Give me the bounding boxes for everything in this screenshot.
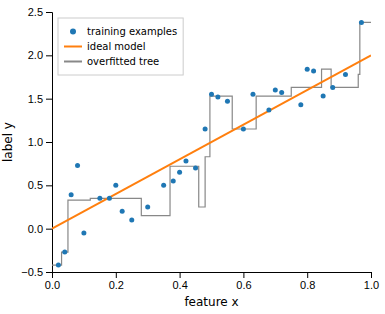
tick-mark — [243, 272, 244, 278]
point — [209, 92, 214, 97]
point — [129, 218, 134, 223]
point — [161, 183, 166, 188]
legend-item: overfitted tree — [64, 56, 159, 67]
tick-mark — [46, 185, 52, 186]
tick-mark — [46, 142, 52, 143]
point — [321, 94, 326, 99]
plot: 0.00.20.40.60.81.0−0.50.00.51.01.52.02.5… — [1, 6, 379, 309]
tick-mark — [46, 12, 52, 13]
tick-mark — [46, 272, 52, 273]
tick: 2.5 — [28, 6, 52, 18]
point — [81, 231, 86, 236]
point — [145, 205, 150, 210]
tick-label: −0.5 — [21, 266, 43, 278]
tick: 1.0 — [364, 272, 379, 291]
tick: 1.5 — [28, 93, 52, 105]
point — [62, 250, 67, 255]
x-axis: 0.0 0.2 0.4 0.6 0.8 1.0 — [45, 272, 379, 291]
y-axis: −0.5 0.0 0.5 1.0 1.5 2.0 2.5 — [21, 6, 52, 278]
tick-label: 0.0 — [28, 223, 43, 235]
x-axis-line — [53, 273, 372, 279]
point — [279, 90, 284, 95]
point — [298, 102, 303, 107]
tick-mark — [307, 272, 308, 278]
y-axis-title: label y — [1, 122, 15, 162]
point — [177, 170, 182, 175]
tick: 1.0 — [28, 136, 52, 148]
tick-label: 0.4 — [172, 279, 187, 291]
point — [193, 166, 198, 171]
legend-label: overfitted tree — [87, 56, 159, 67]
tick-mark — [116, 272, 117, 278]
tick: 0.6 — [236, 272, 251, 291]
point — [113, 183, 118, 188]
tick-mark — [371, 272, 372, 278]
tick-label: 0.6 — [236, 279, 251, 291]
tick-label: 2.5 — [28, 6, 43, 18]
point — [250, 92, 255, 97]
line — [52, 55, 371, 228]
point — [203, 127, 208, 132]
tick: 0.8 — [300, 272, 315, 291]
point — [241, 127, 246, 132]
tick-mark — [46, 55, 52, 56]
tick: 2.0 — [28, 49, 52, 61]
tick: 0.0 — [28, 223, 52, 235]
point — [359, 20, 364, 25]
tick-mark — [46, 99, 52, 100]
line — [52, 22, 371, 265]
point — [330, 85, 335, 90]
tick: 0.0 — [45, 272, 60, 291]
point — [343, 72, 348, 77]
tick-label: 0.0 — [45, 279, 60, 291]
legend-symbol — [70, 29, 76, 35]
legend-item: training examples — [70, 26, 177, 37]
point — [75, 163, 80, 168]
legend-box — [58, 18, 183, 75]
legend-symbol — [64, 46, 82, 48]
tick: 0.5 — [28, 179, 52, 191]
point — [107, 196, 112, 201]
chart-container: 0.00.20.40.60.81.0−0.50.00.51.01.52.02.5… — [0, 0, 385, 314]
point — [56, 263, 61, 268]
point — [69, 192, 74, 197]
tick: −0.5 — [21, 266, 52, 278]
point — [273, 88, 278, 93]
tick-label: 0.2 — [109, 279, 124, 291]
x-axis-title: feature x — [184, 295, 238, 309]
tick-label: 0.5 — [28, 179, 43, 191]
point — [97, 196, 102, 201]
point — [215, 94, 220, 99]
tick-label: 0.8 — [300, 279, 315, 291]
point — [183, 159, 188, 164]
tick: 0.2 — [109, 272, 124, 291]
legend-symbol — [64, 61, 82, 63]
tick-label: 1.5 — [28, 93, 43, 105]
legend: training examples ideal model overfitted t… — [58, 18, 183, 75]
y-axis-line — [46, 13, 53, 273]
point — [305, 67, 310, 72]
point — [120, 209, 125, 214]
legend-item: ideal model — [64, 41, 146, 52]
tick-mark — [46, 229, 52, 230]
legend-label: training examples — [87, 26, 177, 37]
point — [266, 107, 271, 112]
chart: 0.00.20.40.60.81.0−0.50.00.51.01.52.02.5… — [0, 0, 385, 314]
legend-label: ideal model — [87, 41, 146, 52]
tick-label: 1.0 — [28, 136, 43, 148]
tick-label: 2.0 — [28, 49, 43, 61]
tick-mark — [180, 272, 181, 278]
point — [225, 99, 230, 104]
marks — [52, 20, 371, 268]
tick: 0.4 — [172, 272, 187, 291]
point — [311, 68, 316, 73]
point — [171, 179, 176, 184]
tick-label: 1.0 — [364, 279, 379, 291]
